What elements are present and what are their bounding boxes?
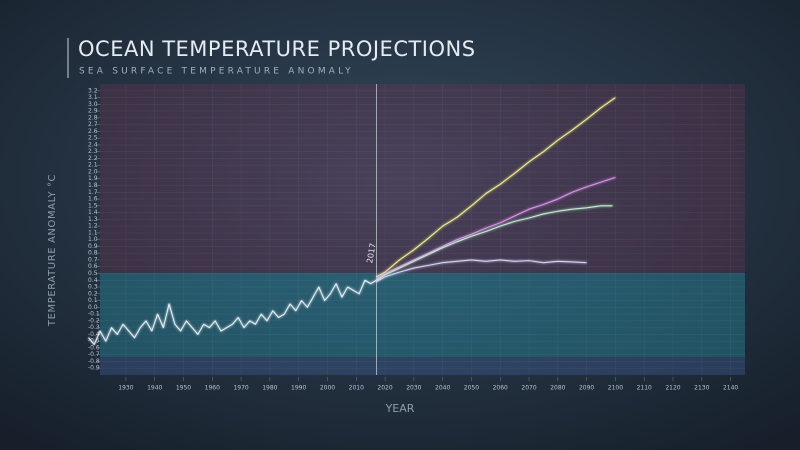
- x-tick-label: 2030: [406, 385, 421, 392]
- series-line: [88, 279, 377, 346]
- y-tick-label: -0.4: [88, 331, 100, 338]
- y-tick-label: 0.6: [88, 263, 98, 270]
- x-tick-label: 2130: [694, 385, 709, 392]
- series-line: [376, 205, 613, 281]
- y-tick-label: 0.1: [88, 297, 98, 304]
- y-tick-label: -0.6: [88, 344, 100, 351]
- y-tick-label: 1.7: [88, 189, 98, 196]
- x-tick-label: 2140: [723, 385, 738, 392]
- y-tick-label: 1.6: [88, 196, 98, 203]
- y-tick-label: 1.8: [88, 182, 98, 189]
- x-tick-label: 1940: [147, 385, 162, 392]
- x-tick-label: 2090: [579, 385, 594, 392]
- x-tick-label: 2050: [464, 385, 479, 392]
- y-tick-label: 1.4: [88, 209, 98, 216]
- y-tick-label: -0.3: [88, 324, 100, 331]
- series-line: [376, 259, 587, 283]
- x-tick-label: 2110: [637, 385, 652, 392]
- low-band: [100, 357, 745, 375]
- y-axis-label: TEMPERATURE ANOMALY °C: [47, 174, 58, 327]
- x-tick-label: 2060: [493, 385, 508, 392]
- y-tick-label: 3.1: [88, 94, 98, 101]
- y-tick-label: 0.8: [88, 250, 98, 257]
- y-tick-label: 2.2: [88, 155, 98, 162]
- y-tick-label: 2.1: [88, 162, 98, 169]
- x-tick-label: 2080: [550, 385, 565, 392]
- y-tick-label: 2.3: [88, 148, 98, 155]
- y-tick-label: 0.0: [88, 304, 98, 311]
- y-tick-label: 0.5: [88, 270, 98, 277]
- y-tick-label: 2.6: [88, 128, 98, 135]
- y-tick-label: 1.5: [88, 202, 98, 209]
- warm-band: [100, 84, 745, 273]
- x-tick-label: 1970: [233, 385, 248, 392]
- x-tick-label: 2040: [435, 385, 450, 392]
- x-axis-label: YEAR: [385, 402, 415, 415]
- y-tick-label: 2.0: [88, 168, 98, 175]
- y-tick-label: 3.2: [88, 87, 98, 94]
- y-tick-label: 0.2: [88, 290, 98, 297]
- x-tick-label: 2070: [521, 385, 536, 392]
- y-tick-label: 2.7: [88, 121, 98, 128]
- y-tick-label: 1.3: [88, 216, 98, 223]
- y-tick-label: 2.8: [88, 114, 98, 121]
- annotation-label: 2017: [365, 242, 377, 264]
- y-tick-label: 0.3: [88, 284, 98, 291]
- teal-band: [100, 273, 745, 357]
- y-tick-label: -0.7: [88, 351, 100, 358]
- series-line: [376, 176, 616, 280]
- chart-subtitle: SEA SURFACE TEMPERATURE ANOMALY: [79, 67, 354, 77]
- y-tick-label: 2.4: [88, 141, 98, 148]
- y-tick-label: 1.0: [88, 236, 98, 243]
- y-tick-label: 1.9: [88, 175, 98, 182]
- x-tick-label: 2120: [665, 385, 680, 392]
- x-tick-label: 1960: [205, 385, 220, 392]
- y-tick-label: -0.5: [88, 338, 100, 345]
- x-tick-label: 2100: [608, 385, 623, 392]
- plot-area: -0.9-0.8-0.7-0.6-0.5-0.4-0.3-0.2-0.10.00…: [88, 84, 745, 392]
- y-tick-label: 2.5: [88, 135, 98, 142]
- x-tick-label: 1930: [118, 385, 133, 392]
- y-tick-label: -0.1: [88, 311, 100, 318]
- y-tick-label: 0.7: [88, 256, 98, 263]
- y-tick-label: 0.4: [88, 277, 98, 284]
- y-tick-label: -0.8: [88, 358, 100, 365]
- y-tick-label: 3.0: [88, 101, 98, 108]
- x-tick-label: 2020: [377, 385, 392, 392]
- x-tick-label: 2010: [349, 385, 364, 392]
- series-line: [376, 97, 616, 278]
- y-tick-label: -0.9: [88, 365, 100, 372]
- chart-title: OCEAN TEMPERATURE PROJECTIONS: [78, 37, 476, 61]
- y-tick-label: 1.1: [88, 229, 98, 236]
- y-tick-label: -0.2: [88, 317, 100, 324]
- y-tick-label: 0.9: [88, 243, 98, 250]
- y-tick-label: 2.9: [88, 108, 98, 115]
- x-tick-label: 1990: [291, 385, 306, 392]
- x-tick-label: 1980: [262, 385, 277, 392]
- x-tick-label: 2000: [320, 385, 335, 392]
- y-tick-label: 1.2: [88, 223, 98, 230]
- x-tick-label: 1950: [176, 385, 191, 392]
